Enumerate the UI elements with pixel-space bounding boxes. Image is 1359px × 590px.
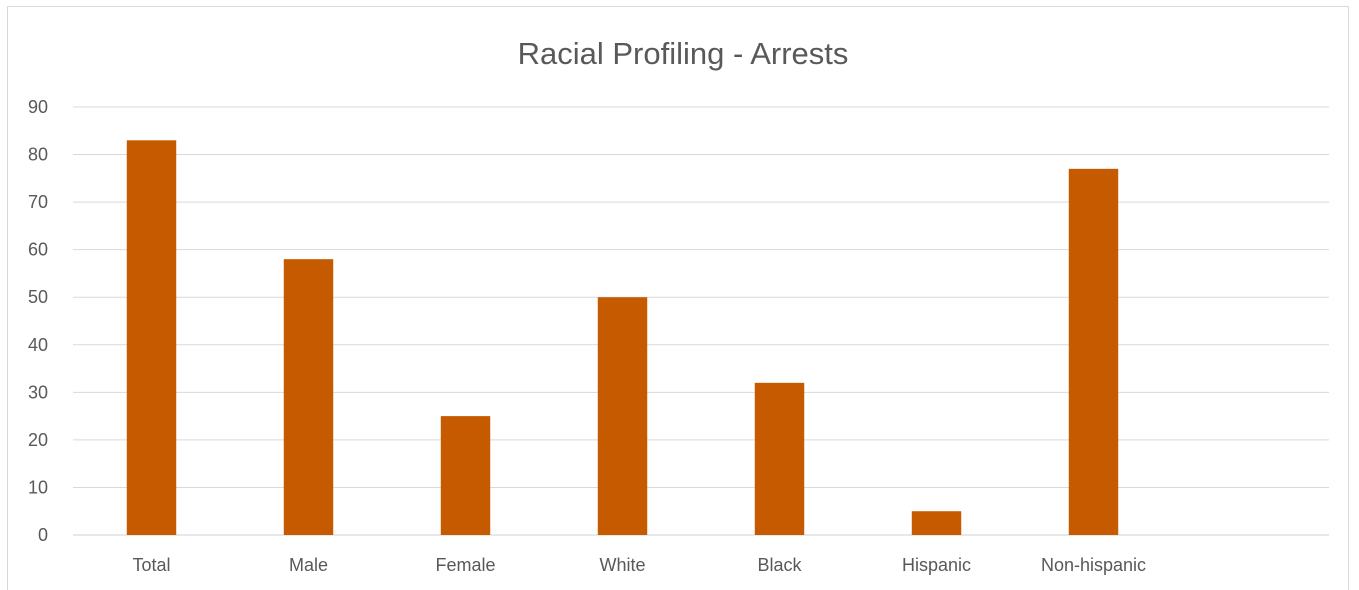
y-tick-label: 40 xyxy=(28,335,48,355)
bar-white xyxy=(597,297,648,535)
x-axis-tick-labels: Total Male Female White Black Hispanic Non-his… xyxy=(132,555,1146,575)
x-tick-label: Female xyxy=(435,555,495,575)
gridlines xyxy=(73,106,1329,536)
bars xyxy=(126,140,1119,536)
y-tick-label: 60 xyxy=(28,240,48,260)
y-tick-label: 30 xyxy=(28,382,48,402)
bar-female xyxy=(440,416,491,535)
bar-non-hispanic xyxy=(1068,168,1119,536)
chart-area xyxy=(7,6,1349,590)
x-tick-label: Black xyxy=(757,555,802,575)
bar-hispanic xyxy=(911,511,962,535)
x-tick-label: Male xyxy=(289,555,328,575)
y-tick-label: 20 xyxy=(28,430,48,450)
y-tick-label: 70 xyxy=(28,192,48,212)
y-tick-label: 10 xyxy=(28,477,48,497)
x-tick-label: Total xyxy=(132,555,170,575)
bar-total xyxy=(126,140,177,536)
y-tick-label: 50 xyxy=(28,287,48,307)
y-axis-tick-labels: 0 10 20 30 40 50 60 70 80 90 xyxy=(28,97,48,545)
y-tick-label: 90 xyxy=(28,97,48,117)
y-tick-label: 80 xyxy=(28,145,48,165)
x-tick-label: Non-hispanic xyxy=(1041,555,1146,575)
chart-title: Racial Profiling - Arrests xyxy=(518,36,849,71)
bar-black xyxy=(754,382,805,535)
x-tick-label: Hispanic xyxy=(902,555,971,575)
x-tick-label: White xyxy=(599,555,645,575)
y-tick-label: 0 xyxy=(38,525,48,545)
bar-male xyxy=(283,259,334,535)
